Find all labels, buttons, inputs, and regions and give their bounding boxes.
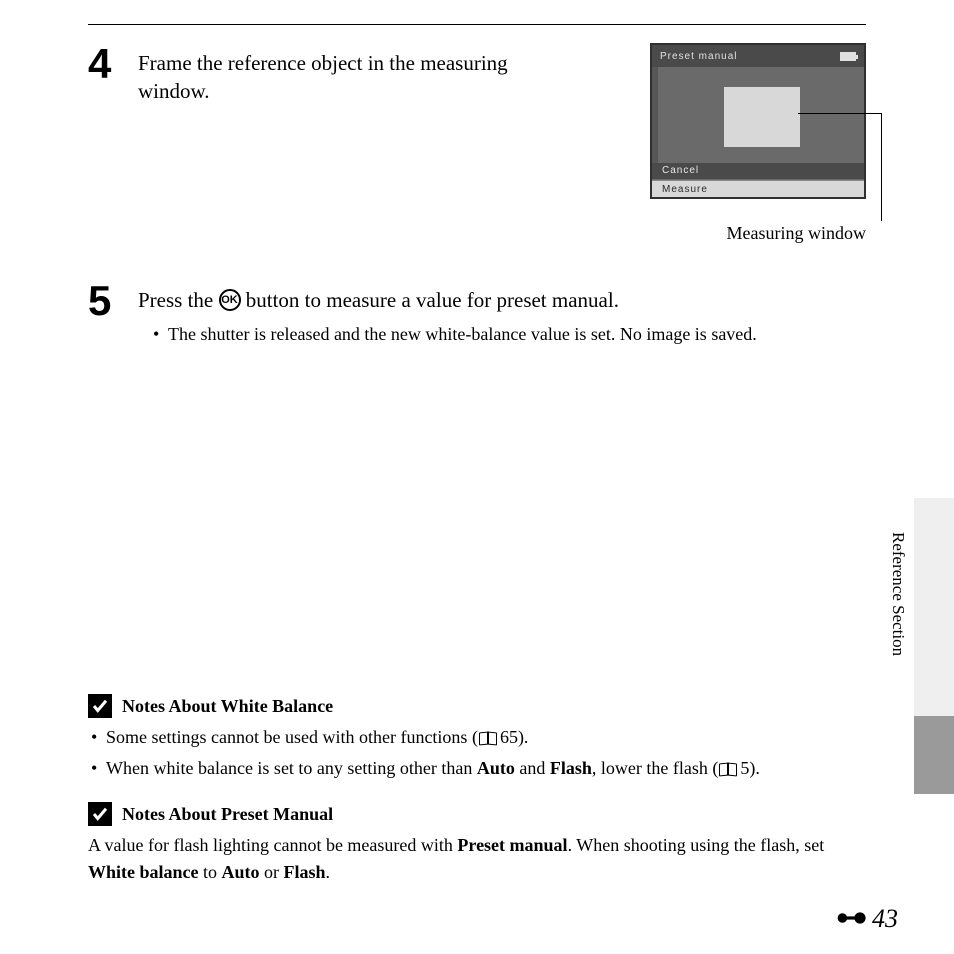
- measuring-box: [724, 87, 800, 147]
- step-5-bullet: The shutter is released and the new whit…: [138, 322, 866, 347]
- step-5-text: Press the OK button to measure a value f…: [138, 286, 866, 314]
- step-number-5: 5: [88, 280, 118, 322]
- note1-bullet2: When white balance is set to any setting…: [88, 755, 866, 782]
- page-number: 43: [836, 904, 898, 934]
- note2-para: A value for flash lighting cannot be mea…: [88, 832, 866, 886]
- note1-bullet1: Some settings cannot be used with other …: [88, 724, 866, 751]
- camera-ui: Preset manual Cancel Measure: [650, 43, 866, 199]
- step-4: 4 Frame the reference object in the meas…: [88, 43, 630, 106]
- callout-line-h: [798, 113, 882, 114]
- step-5: 5 Press the OK button to measure a value…: [88, 280, 866, 348]
- step-number-4: 4: [88, 43, 118, 85]
- notes-section: Notes About White Balance Some settings …: [88, 694, 866, 906]
- top-divider: [88, 24, 866, 25]
- battery-icon: [840, 52, 856, 61]
- note-preset-manual: Notes About Preset Manual A value for fl…: [88, 802, 866, 886]
- camera-cancel-bar: Cancel: [652, 163, 864, 179]
- note-title-1: Notes About White Balance: [122, 696, 333, 717]
- callout-label: Measuring window: [650, 223, 866, 244]
- ok-button-icon: OK: [219, 289, 241, 311]
- book-icon: [479, 730, 497, 744]
- side-section-label: Reference Section: [888, 532, 908, 656]
- side-tab-dark: [914, 716, 954, 794]
- content-area: 4 Frame the reference object in the meas…: [88, 24, 866, 364]
- step-4-text: Frame the reference object in the measur…: [138, 49, 630, 106]
- book-icon: [719, 761, 737, 775]
- step-4-wrap: 4 Frame the reference object in the meas…: [88, 43, 866, 244]
- camera-screenshot: Preset manual Cancel Measure Measuring w…: [650, 43, 866, 244]
- page-section-icon: [836, 904, 868, 934]
- camera-title: Preset manual: [660, 51, 737, 62]
- check-icon: [88, 802, 112, 826]
- check-icon: [88, 694, 112, 718]
- note-title-2: Notes About Preset Manual: [122, 804, 333, 825]
- camera-measure-bar: Measure: [652, 180, 864, 197]
- camera-middle: [652, 67, 864, 167]
- callout-line-v: [881, 113, 882, 221]
- camera-titlebar: Preset manual: [652, 45, 864, 67]
- camera-left-accent: [652, 67, 658, 167]
- note-white-balance: Notes About White Balance Some settings …: [88, 694, 866, 782]
